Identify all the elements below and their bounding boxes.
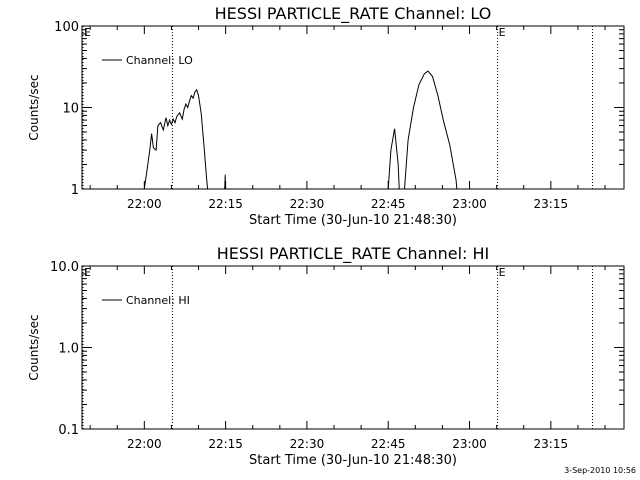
chart-title: HESSI PARTICLE_RATE Channel: HI: [217, 244, 490, 264]
x-tick-label: 23:15: [534, 197, 569, 211]
x-tick-label: 22:00: [127, 437, 162, 451]
x-tick-label: 22:00: [127, 197, 162, 211]
y-tick-label: 1: [71, 183, 79, 198]
x-tick-label: 22:30: [290, 197, 325, 211]
legend-label: Channel: HI: [126, 294, 190, 307]
x-axis-label: Start Time (30-Jun-10 21:48:30): [249, 213, 457, 228]
series-line-0: [143, 70, 458, 189]
x-tick-label: 23:00: [452, 437, 487, 451]
chart-panel-lo: HESSI PARTICLE_RATE Channel: LO Counts/se…: [27, 4, 625, 228]
y-tick-label: 100: [54, 20, 79, 35]
x-tick-label: 22:30: [290, 437, 325, 451]
marker-label: E: [84, 26, 91, 39]
x-tick-label: 22:15: [208, 197, 243, 211]
marker-label: E: [499, 266, 506, 279]
x-tick-label: 23:00: [452, 197, 487, 211]
chart-title: HESSI PARTICLE_RATE Channel: LO: [215, 4, 492, 24]
x-tick-label: 23:15: [534, 437, 569, 451]
footer-timestamp: 3-Sep-2010 10:56: [564, 466, 636, 475]
x-tick-label: 22:45: [371, 197, 406, 211]
chart-panel-hi: HESSI PARTICLE_RATE Channel: HI Counts/se…: [27, 244, 625, 468]
y-tick-label: 1.0: [58, 342, 79, 357]
y-tick-label: 0.1: [58, 423, 79, 438]
x-tick-label: 22:15: [208, 437, 243, 451]
legend-label: Channel: LO: [126, 54, 193, 67]
x-tick-label: 22:45: [371, 437, 406, 451]
marker-label: E: [84, 266, 91, 279]
y-axis-label: Counts/sec: [27, 74, 41, 140]
x-axis-label: Start Time (30-Jun-10 21:48:30): [249, 453, 457, 468]
plot-frame: [81, 25, 625, 190]
marker-label: E: [499, 26, 506, 39]
y-tick-label: 10: [62, 102, 79, 117]
y-tick-label: 10.0: [50, 260, 79, 275]
plot-frame: [81, 265, 625, 430]
y-axis-label: Counts/sec: [27, 314, 41, 380]
